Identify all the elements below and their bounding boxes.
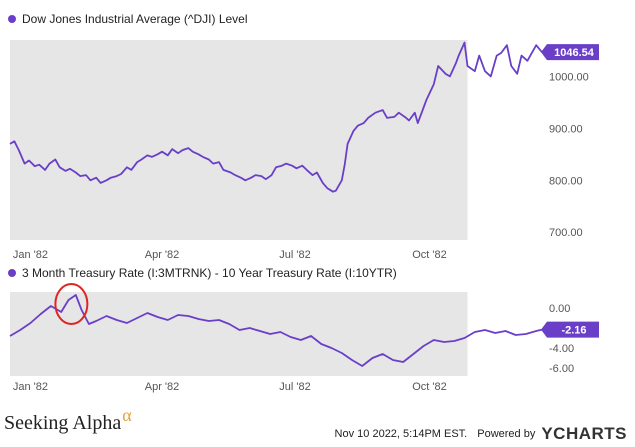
dji-x-tick-label: Apr '82	[145, 249, 180, 261]
timestamp: Nov 10 2022, 5:14PM EST.	[334, 428, 468, 440]
source-name: Seeking Alpha	[4, 412, 122, 434]
bottom-chart-legend: 3 Month Treasury Rate (I:3MTRNK) - 10 Ye…	[8, 266, 397, 280]
spread-x-tick-label: Jul '82	[279, 381, 310, 393]
dji-x-tick-label: Jul '82	[279, 249, 310, 261]
top-chart-legend: Dow Jones Industrial Average (^DJI) Leve…	[8, 12, 248, 26]
dji-shaded-region	[10, 40, 468, 240]
legend-label-dji: Dow Jones Industrial Average (^DJI) Leve…	[22, 12, 248, 26]
alpha-logo-icon: α	[122, 405, 132, 425]
spread-x-tick-label: Oct '82	[412, 381, 447, 393]
dji-last-value-label: 1046.54	[554, 47, 595, 59]
dji-x-tick-label: Oct '82	[412, 249, 447, 261]
dji-last-value-tag	[541, 44, 599, 61]
spread-y-tick-label: -6.00	[549, 363, 574, 375]
dji-y-tick-label: 700.00	[549, 227, 583, 239]
dji-y-tick-label: 800.00	[549, 175, 583, 187]
spread-y-tick-label: -4.00	[549, 343, 574, 355]
chart-footer: Nov 10 2022, 5:14PM EST. Powered by YCHA…	[335, 424, 627, 444]
dji-series-line	[9, 41, 543, 193]
legend-label-spread: 3 Month Treasury Rate (I:3MTRNK) - 10 Ye…	[22, 266, 397, 280]
highlight-circle	[54, 283, 89, 325]
dji-y-tick-label: 900.00	[549, 123, 583, 135]
dji-y-tick-label: 1000.00	[549, 71, 589, 83]
seeking-alpha-logo: Seeking Alphaα	[4, 405, 132, 435]
spread-last-value-label: -2.16	[561, 325, 586, 337]
spread-x-tick-label: Jan '82	[13, 381, 48, 393]
ycharts-logo[interactable]: YCHARTS	[541, 424, 627, 443]
spread-x-tick-label: Apr '82	[145, 381, 180, 393]
dji-x-tick-label: Jan '82	[13, 249, 48, 261]
spread-series-line	[9, 294, 543, 367]
spread-shaded-region	[10, 292, 468, 376]
powered-by: Powered by	[477, 428, 536, 440]
legend-dot-icon	[8, 15, 16, 23]
spread-y-tick-label: 0.00	[549, 303, 570, 315]
legend-dot-icon	[8, 269, 16, 277]
spread-last-value-tag	[541, 321, 599, 338]
